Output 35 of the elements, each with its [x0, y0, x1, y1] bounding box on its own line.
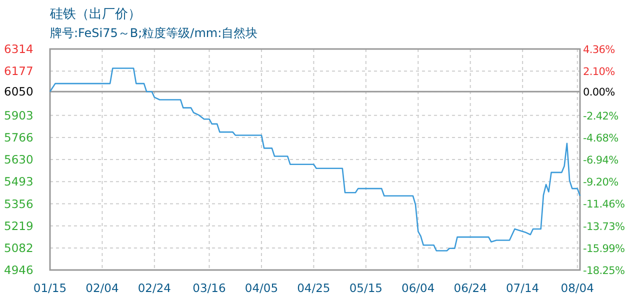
y-tick-label: 5082 [4, 241, 34, 256]
y2-tick-label: -11.46% [583, 198, 626, 211]
x-tick-label: 06/24 [454, 281, 487, 295]
x-tick-label: 02/24 [138, 281, 172, 295]
y2-tick-label: -6.94% [583, 154, 619, 166]
x-tick-label: 06/04 [402, 281, 435, 295]
x-tick-label: 04/05 [244, 281, 278, 295]
y2-tick-label: 4.36% [583, 44, 616, 56]
y2-tick-label: -9.20% [583, 176, 619, 189]
y-tick-label: 4946 [4, 263, 34, 277]
y-tick-label: 5766 [4, 130, 34, 145]
x-tick-label: 05/15 [349, 281, 382, 295]
x-tick-label: 04/25 [297, 281, 330, 295]
y-tick-label: 6050 [4, 84, 34, 99]
y2-tick-label: 0.00% [583, 86, 616, 99]
y2-tick-label: -13.73% [583, 220, 626, 233]
y-tick-label: 5903 [4, 108, 34, 122]
x-tick-label: 01/15 [33, 281, 67, 295]
y-tick-label: 6177 [4, 64, 34, 78]
x-tick-label: 08/04 [560, 281, 594, 295]
y2-tick-label: -2.42% [583, 110, 619, 122]
y-tick-label: 5630 [4, 152, 34, 166]
y-tick-label: 6314 [4, 42, 34, 56]
y-tick-label: 5493 [4, 174, 34, 189]
x-tick-label: 03/16 [192, 281, 226, 295]
x-tick-label: 02/04 [86, 281, 119, 295]
y2-tick-label: -15.99% [583, 242, 626, 255]
y2-tick-label: -4.68% [583, 132, 619, 144]
y2-tick-label: 2.10% [583, 66, 616, 78]
chart-title: 硅铁（出厂价） [49, 7, 141, 22]
chart-subtitle: 牌号:FeSi75～B;粒度等级/mm:自然块 [50, 26, 258, 40]
x-tick-label: 07/14 [506, 281, 540, 295]
y2-tick-label: -18.25% [583, 265, 626, 277]
y-tick-label: 5356 [4, 196, 34, 211]
y-tick-label: 5219 [4, 218, 34, 233]
